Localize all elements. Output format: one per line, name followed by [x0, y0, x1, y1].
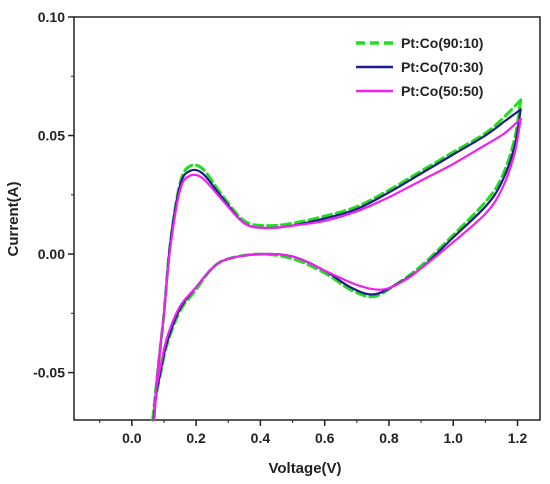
plot-frame [73, 16, 541, 421]
x-tick-label: 1.0 [443, 430, 463, 446]
y-tick-label: 0.10 [38, 9, 65, 25]
y-tick-label: 0.00 [38, 246, 65, 262]
legend-label: Pt:Co(90:10) [401, 35, 483, 51]
x-axis-title: Voltage(V) [268, 460, 341, 477]
series-line-pt-co-50-50-forward [153, 117, 522, 422]
y-tick-label: -0.05 [33, 365, 65, 381]
y-tick-label: 0.05 [38, 128, 65, 144]
x-tick-label: 0.6 [315, 430, 335, 446]
legend-label: Pt:Co(70:30) [401, 59, 483, 75]
legend: Pt:Co(90:10) Pt:Co(70:30) Pt:Co(50:50) [356, 35, 483, 99]
x-tick-label: 1.2 [508, 430, 528, 446]
x-tick-label: 0.8 [379, 430, 399, 446]
x-tick-label: 0.0 [122, 430, 142, 446]
x-tick-label: 0.4 [251, 430, 271, 446]
series-line-pt-co-50-50-reverse [153, 117, 522, 422]
y-axis-title: Current(A) [5, 182, 22, 257]
legend-label: Pt:Co(50:50) [401, 83, 483, 99]
series-layer [151, 98, 523, 422]
series-line-pt-co-90-10-forward [151, 98, 523, 422]
x-tick-label: 0.2 [186, 430, 206, 446]
